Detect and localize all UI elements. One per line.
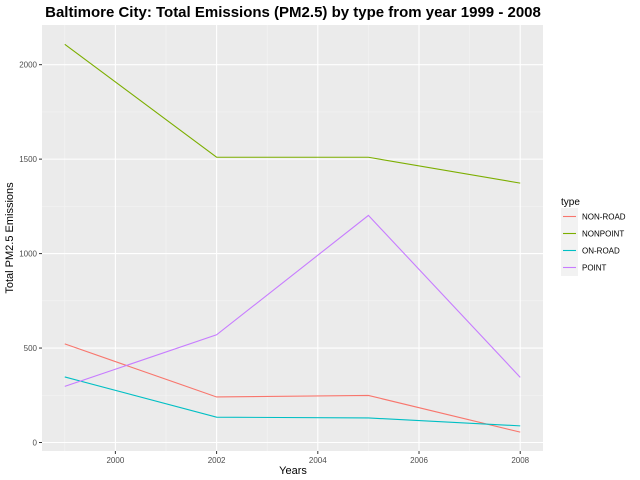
x-tick-label: 2004 [309, 456, 327, 465]
x-tick-label: 2006 [410, 456, 428, 465]
x-tick-label: 2002 [208, 456, 226, 465]
y-tick-label: 0 [33, 438, 38, 447]
chart-title: Baltimore City: Total Emissions (PM2.5) … [45, 4, 541, 21]
major-gridlines [42, 25, 543, 451]
y-tick-label: 2000 [19, 61, 37, 70]
minor-gridlines [42, 25, 543, 451]
x-tick-label: 2008 [511, 456, 529, 465]
series-lines [64, 43, 521, 433]
legend-label-non-road: NON-ROAD [582, 213, 626, 222]
x-axis-ticks: 2000 2002 2004 2006 2008 [106, 451, 530, 465]
series-line-point [64, 214, 521, 387]
y-tick-label: 1500 [19, 155, 37, 164]
series-line-nonpoint [64, 43, 521, 184]
y-tick-label: 1000 [19, 250, 37, 259]
legend-label-point: POINT [582, 264, 607, 273]
legend-title: type [561, 197, 580, 208]
y-axis-title: Total PM2.5 Emissions [4, 182, 16, 294]
legend-label-on-road: ON-ROAD [582, 247, 620, 256]
x-tick-label: 2000 [106, 456, 124, 465]
series-line-non-road [64, 343, 521, 433]
plot-panel [42, 25, 543, 451]
legend: type NON-ROAD NONPOINT ON-ROAD POINT [561, 197, 626, 276]
legend-label-nonpoint: NONPOINT [582, 230, 624, 239]
series-line-on-road [64, 376, 521, 427]
x-axis-title: Years [279, 465, 307, 477]
y-tick-label: 500 [24, 344, 38, 353]
y-axis-ticks: 0 500 1000 1500 2000 [19, 61, 42, 447]
